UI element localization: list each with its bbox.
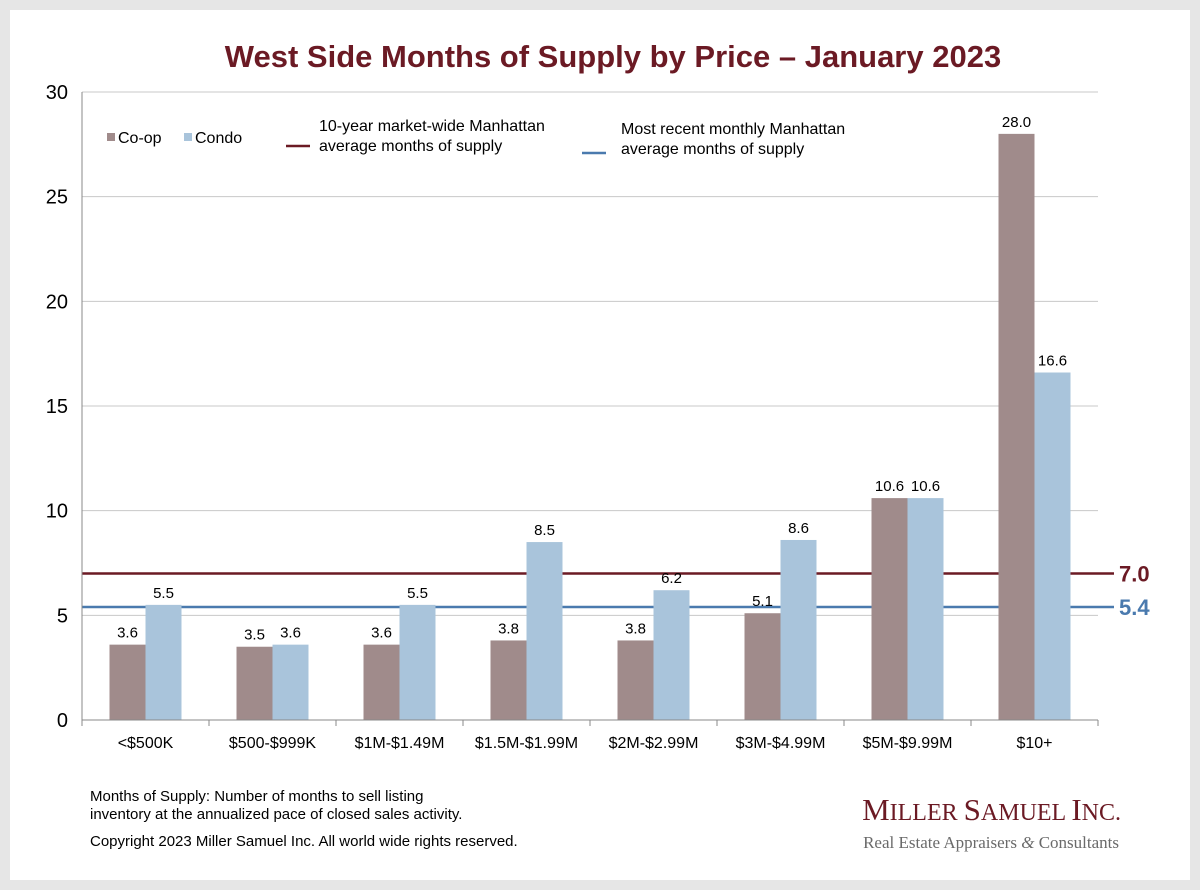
- axes: 0 5 10 15 20 25 30 <$500K $500-$999K $1M-$1.49M $1…: [46, 82, 1099, 752]
- y-tick-label: 5: [57, 605, 68, 627]
- y-tick-label: 0: [57, 710, 68, 732]
- bars: 3.6 3.5 3.6 3.8 3.8 5.1 10.6 28.0 5.5 3.6 5.5 8.5 6.…: [109, 114, 1071, 720]
- legend-label: 10-year market-wide Manhattan: [319, 118, 545, 135]
- x-tick-label: $5M-$9.99M: [863, 735, 953, 752]
- bar-co-op: [744, 613, 781, 720]
- bar-condo: [272, 644, 309, 720]
- brand-tagline: Real Estate Appraisers & Consultants: [863, 833, 1119, 852]
- y-tick-label: 30: [46, 82, 68, 104]
- legend-label: Most recent monthly Manhattan: [621, 121, 845, 138]
- x-tick-label: $2M-$2.99M: [609, 735, 699, 752]
- reference-line-label: 5.4: [1119, 595, 1150, 620]
- chart-card: West Side Months of Supply by Price – Ja…: [10, 10, 1190, 880]
- y-tick-label: 20: [46, 291, 68, 313]
- data-label: 10.6: [875, 478, 904, 495]
- legend-swatch: [107, 133, 115, 141]
- bar-co-op: [363, 644, 400, 720]
- gridlines: [82, 91, 1098, 616]
- footnote-line-1: Months of Supply: Number of months to se…: [90, 788, 424, 805]
- bar-condo: [526, 542, 563, 720]
- x-tick-label: $1M-$1.49M: [355, 735, 445, 752]
- reference-line-label: 7.0: [1119, 561, 1150, 586]
- legend-swatch: [184, 133, 192, 141]
- y-tick-label: 10: [46, 501, 68, 523]
- x-tick-label: $1.5M-$1.99M: [475, 735, 578, 752]
- legend-label: average months of supply: [621, 141, 804, 158]
- bar-co-op: [490, 640, 527, 720]
- data-label: 3.6: [280, 625, 301, 642]
- reference-lines: 7.05.4: [82, 561, 1150, 620]
- bar-co-op: [871, 498, 908, 720]
- data-label: 3.5: [244, 627, 265, 644]
- legend-label: Condo: [195, 130, 242, 147]
- legend-label: average months of supply: [319, 138, 502, 155]
- footnote-line-2: inventory at the annualized pace of clos…: [90, 806, 462, 823]
- bar-condo: [399, 604, 436, 720]
- bar-condo: [145, 604, 182, 720]
- x-tick-label: $3M-$4.99M: [736, 735, 826, 752]
- x-tick-label: $500-$999K: [229, 735, 317, 752]
- data-label: 6.2: [661, 570, 682, 587]
- data-label: 16.6: [1038, 353, 1067, 370]
- data-label: 5.1: [752, 593, 773, 610]
- bar-condo: [653, 590, 690, 720]
- copyright-text: Copyright 2023 Miller Samuel Inc. All wo…: [90, 833, 518, 850]
- brand-name: MILLER SAMUEL INC.: [862, 792, 1121, 827]
- bar-co-op: [998, 133, 1035, 720]
- data-label: 5.5: [407, 585, 428, 602]
- data-label: 8.6: [788, 520, 809, 537]
- y-tick-label: 15: [46, 396, 68, 418]
- data-label: 3.6: [371, 625, 392, 642]
- chart-canvas: West Side Months of Supply by Price – Ja…: [46, 39, 1151, 852]
- data-label: 5.5: [153, 585, 174, 602]
- chart-title: West Side Months of Supply by Price – Ja…: [225, 39, 1001, 74]
- legend-label: Co-op: [118, 130, 162, 147]
- data-label: 3.8: [625, 620, 646, 637]
- bar-condo: [907, 498, 944, 720]
- brand-logo: MILLER SAMUEL INC. Real Estate Appraiser…: [862, 792, 1121, 852]
- data-label: 28.0: [1002, 114, 1031, 131]
- legend: Co-op Condo 10-year market-wide Manhattan a…: [107, 118, 845, 158]
- x-tick-label: $10+: [1016, 735, 1052, 752]
- bar-condo: [780, 539, 817, 720]
- data-label: 8.5: [534, 522, 555, 539]
- data-label: 10.6: [911, 478, 940, 495]
- bar-co-op: [236, 646, 273, 720]
- bar-co-op: [617, 640, 654, 720]
- x-tick-label: <$500K: [118, 735, 174, 752]
- y-tick-label: 25: [46, 187, 68, 209]
- data-label: 3.8: [498, 620, 519, 637]
- data-label: 3.6: [117, 625, 138, 642]
- bar-condo: [1034, 372, 1071, 720]
- bar-co-op: [109, 644, 146, 720]
